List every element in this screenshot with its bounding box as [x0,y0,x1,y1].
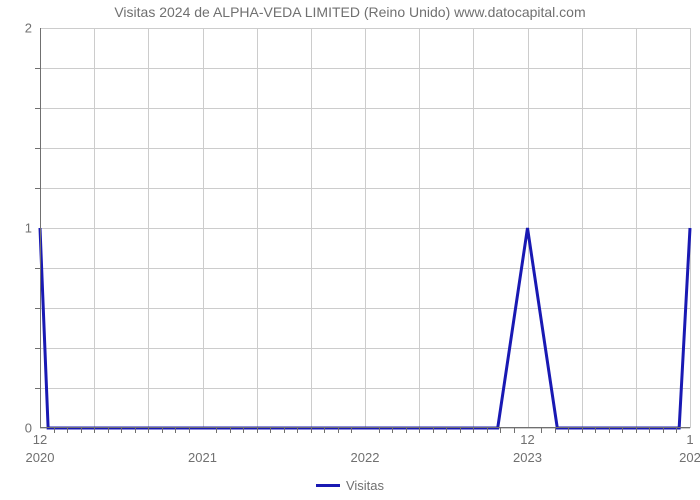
x-tick-minor [67,428,68,433]
x-tick-minor [649,428,650,433]
x-tick-minor [514,428,515,433]
chart-container: Visitas 2024 de ALPHA-VEDA LIMITED (Rein… [0,0,700,500]
x-tick-label: 2021 [188,428,217,465]
x-tick-minor [257,428,258,433]
y-tick-minor [35,308,40,309]
y-tick-minor [35,388,40,389]
x-tick-minor [582,428,583,433]
legend-label: Visitas [346,478,384,493]
y-tick-minor [35,108,40,109]
line-series-layer [40,28,690,428]
x-tick-minor [270,428,271,433]
x-tick-minor [568,428,569,433]
x-tick-minor [433,428,434,433]
x-tick-minor [135,428,136,433]
x-tick-minor [609,428,610,433]
y-tick-label: 1 [25,221,40,236]
y-tick-minor [35,348,40,349]
x-tick-minor [108,428,109,433]
legend-item-visitas: Visitas [316,478,384,493]
x-tick-minor [338,428,339,433]
x-tick-minor [94,428,95,433]
x-tick-minor [663,428,664,433]
y-tick-minor [35,188,40,189]
x-tick-minor [379,428,380,433]
x-tick-minor [54,428,55,433]
gridline-vertical [690,28,691,428]
x-tick-minor [500,428,501,433]
x-tick-minor [243,428,244,433]
point-value-label: 1 [686,428,693,448]
point-value-label: 12 [520,428,534,448]
x-tick-minor [284,428,285,433]
x-tick-minor [297,428,298,433]
x-tick-minor [121,428,122,433]
x-tick-minor [676,428,677,433]
x-tick-minor [473,428,474,433]
x-tick-minor [351,428,352,433]
x-tick-minor [81,428,82,433]
x-tick-label: 2022 [351,428,380,465]
chart-title: Visitas 2024 de ALPHA-VEDA LIMITED (Rein… [0,4,700,20]
x-tick-minor [446,428,447,433]
point-value-label: 12 [33,428,47,448]
y-tick-minor [35,68,40,69]
x-tick-minor [148,428,149,433]
x-tick-minor [311,428,312,433]
series-line-visitas [40,228,690,428]
x-tick-minor [324,428,325,433]
x-tick-minor [162,428,163,433]
legend: Visitas [0,475,700,493]
x-tick-minor [419,428,420,433]
x-tick-minor [555,428,556,433]
x-tick-minor [595,428,596,433]
x-tick-minor [636,428,637,433]
y-tick-label: 2 [25,21,40,36]
x-tick-minor [622,428,623,433]
x-tick-minor [392,428,393,433]
x-tick-minor [541,428,542,433]
x-tick-minor [230,428,231,433]
x-tick-minor [406,428,407,433]
legend-swatch [316,484,340,487]
x-tick-minor [175,428,176,433]
plot-area: 012 2020202120222023202 12121 [40,28,690,428]
x-tick-minor [216,428,217,433]
x-tick-minor [189,428,190,433]
y-tick-minor [35,148,40,149]
y-tick-minor [35,268,40,269]
x-tick-minor [460,428,461,433]
x-tick-minor [487,428,488,433]
